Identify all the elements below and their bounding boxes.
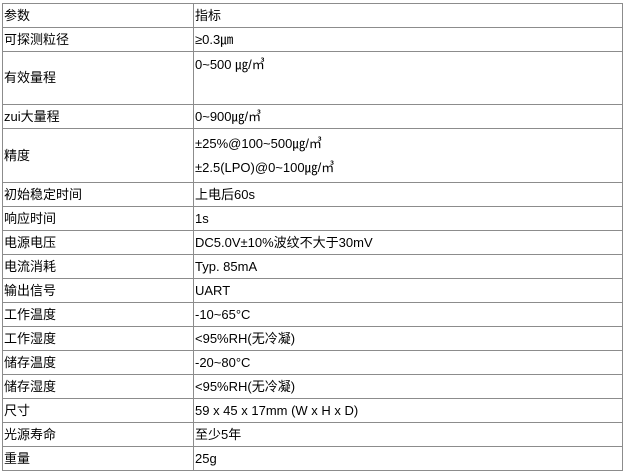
value-cell: ≥0.3㎛ xyxy=(193,27,623,52)
table-row: 初始稳定时间 上电后60s xyxy=(2,182,623,207)
value-cell: DC5.0V±10%波纹不大于30mV xyxy=(193,230,623,255)
param-cell: 输出信号 xyxy=(2,278,194,303)
value-cell: 59 x 45 x 17mm (W x H x D) xyxy=(193,398,623,423)
value-cell: 0~500 ㎍/㎥ xyxy=(193,51,623,105)
value-cell: UART xyxy=(193,278,623,303)
value-cell: 25g xyxy=(193,446,623,471)
param-cell: 工作温度 xyxy=(2,302,194,327)
param-cell: 工作湿度 xyxy=(2,326,194,351)
table-row: 可探测粒径 ≥0.3㎛ xyxy=(2,27,623,52)
value-cell: <95%RH(无冷凝) xyxy=(193,374,623,399)
table-row: 有效量程 0~500 ㎍/㎥ xyxy=(2,51,623,105)
table-row: 储存湿度 <95%RH(无冷凝) xyxy=(2,374,623,399)
table-row: zui大量程 0~900㎍/㎥ xyxy=(2,104,623,129)
param-cell: 重量 xyxy=(2,446,194,471)
param-cell: 可探测粒径 xyxy=(2,27,194,52)
value-cell: ±25%@100~500㎍/㎥ ±2.5(LPO)@0~100㎍/㎥ xyxy=(193,128,623,183)
table-row: 储存温度 -20~80°C xyxy=(2,350,623,375)
header-value: 指标 xyxy=(193,3,623,28)
param-cell: 有效量程 xyxy=(2,51,194,105)
value-cell: -10~65°C xyxy=(193,302,623,327)
table-row: 尺寸 59 x 45 x 17mm (W x H x D) xyxy=(2,398,623,423)
table-row: 工作温度 -10~65°C xyxy=(2,302,623,327)
table-header-row: 参数 指标 xyxy=(2,3,623,28)
value-cell: -20~80°C xyxy=(193,350,623,375)
value-line: ±2.5(LPO)@0~100㎍/㎥ xyxy=(195,160,335,175)
param-cell: 尺寸 xyxy=(2,398,194,423)
table-row: 响应时间 1s xyxy=(2,206,623,231)
param-cell: 光源寿命 xyxy=(2,422,194,447)
table-row: 输出信号 UART xyxy=(2,278,623,303)
param-cell: 响应时间 xyxy=(2,206,194,231)
value-line: ±25%@100~500㎍/㎥ xyxy=(195,136,322,151)
header-param: 参数 xyxy=(2,3,194,28)
value-cell: 1s xyxy=(193,206,623,231)
table-row: 精度 ±25%@100~500㎍/㎥ ±2.5(LPO)@0~100㎍/㎥ xyxy=(2,128,623,183)
param-cell: 精度 xyxy=(2,128,194,183)
table-row: 光源寿命 至少5年 xyxy=(2,422,623,447)
table-row: 重量 25g xyxy=(2,446,623,471)
spec-table: 参数 指标 可探测粒径 ≥0.3㎛ 有效量程 0~500 ㎍/㎥ zui大量程 0~900… xyxy=(2,3,623,471)
param-cell: zui大量程 xyxy=(2,104,194,129)
param-cell: 电流消耗 xyxy=(2,254,194,279)
value-cell: 至少5年 xyxy=(193,422,623,447)
param-cell: 电源电压 xyxy=(2,230,194,255)
table-row: 电流消耗 Typ. 85mA xyxy=(2,254,623,279)
value-cell: <95%RH(无冷凝) xyxy=(193,326,623,351)
param-cell: 初始稳定时间 xyxy=(2,182,194,207)
param-cell: 储存湿度 xyxy=(2,374,194,399)
value-cell: 上电后60s xyxy=(193,182,623,207)
table-row: 电源电压 DC5.0V±10%波纹不大于30mV xyxy=(2,230,623,255)
value-cell: 0~900㎍/㎥ xyxy=(193,104,623,129)
param-cell: 储存温度 xyxy=(2,350,194,375)
value-cell: Typ. 85mA xyxy=(193,254,623,279)
table-row: 工作湿度 <95%RH(无冷凝) xyxy=(2,326,623,351)
